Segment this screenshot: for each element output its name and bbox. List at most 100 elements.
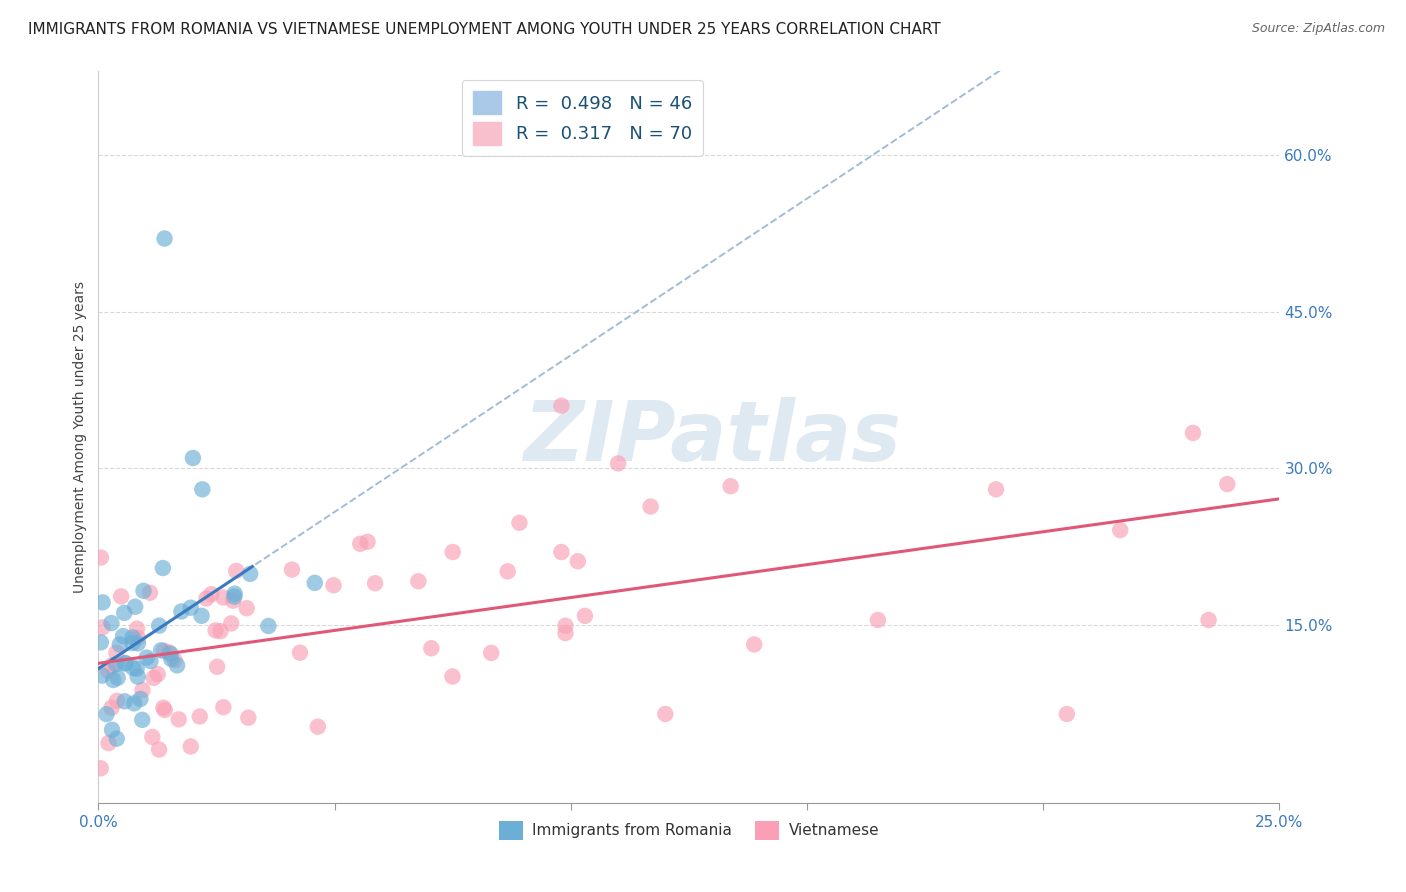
Point — [204, 624, 226, 638]
Point — [91, 668, 114, 682]
Point — [209, 624, 232, 639]
Point — [1109, 523, 1132, 537]
Point — [1216, 477, 1239, 491]
Point — [554, 626, 576, 640]
Point — [110, 590, 132, 604]
Point — [114, 656, 136, 670]
Point — [191, 483, 214, 497]
Point — [127, 670, 149, 684]
Text: IMMIGRANTS FROM ROMANIA VS VIETNAMESE UNEMPLOYMENT AMONG YOUTH UNDER 25 YEARS CO: IMMIGRANTS FROM ROMANIA VS VIETNAMESE UN… — [28, 22, 941, 37]
Point — [188, 709, 211, 723]
Point — [408, 574, 430, 589]
Point — [307, 720, 329, 734]
Point — [152, 700, 174, 714]
Point — [112, 606, 135, 620]
Point — [91, 620, 114, 634]
Point — [281, 563, 304, 577]
Point — [105, 731, 128, 746]
Point — [441, 545, 464, 559]
Point — [479, 646, 502, 660]
Point — [139, 654, 162, 668]
Point — [349, 537, 371, 551]
Point — [180, 739, 202, 754]
Point — [224, 590, 246, 604]
Point — [141, 730, 163, 744]
Point — [105, 694, 128, 708]
Point — [205, 659, 228, 673]
Point — [105, 657, 128, 672]
Point — [122, 696, 145, 710]
Point — [235, 601, 257, 615]
Point — [127, 631, 149, 645]
Point — [127, 636, 149, 650]
Point — [157, 645, 180, 659]
Point — [1056, 706, 1078, 721]
Point — [90, 550, 112, 565]
Point — [121, 636, 143, 650]
Point — [96, 707, 118, 722]
Point — [225, 564, 247, 578]
Point — [153, 644, 176, 658]
Point — [574, 608, 596, 623]
Point — [1198, 613, 1220, 627]
Point — [567, 554, 589, 568]
Point — [124, 599, 146, 614]
Point — [125, 622, 148, 636]
Point — [170, 605, 193, 619]
Point — [107, 671, 129, 685]
Point — [122, 661, 145, 675]
Point — [142, 671, 165, 685]
Point — [224, 587, 246, 601]
Point — [121, 631, 143, 645]
Point — [100, 700, 122, 714]
Point — [90, 635, 112, 649]
Point — [554, 618, 576, 632]
Point — [163, 653, 186, 667]
Point — [129, 692, 152, 706]
Point — [257, 619, 280, 633]
Point — [150, 643, 173, 657]
Point — [103, 673, 125, 687]
Point — [607, 457, 630, 471]
Point — [180, 600, 202, 615]
Point — [866, 613, 889, 627]
Point — [167, 712, 190, 726]
Point — [100, 615, 122, 630]
Point — [132, 583, 155, 598]
Point — [1181, 425, 1204, 440]
Point — [364, 576, 387, 591]
Text: ZIPatlas: ZIPatlas — [523, 397, 901, 477]
Point — [238, 711, 260, 725]
Point — [190, 608, 212, 623]
Point — [322, 578, 344, 592]
Point — [304, 575, 326, 590]
Point — [153, 231, 176, 245]
Point — [108, 637, 131, 651]
Point — [131, 713, 153, 727]
Point — [356, 534, 378, 549]
Point — [742, 638, 765, 652]
Point — [90, 761, 112, 775]
Point — [91, 595, 114, 609]
Text: Source: ZipAtlas.com: Source: ZipAtlas.com — [1251, 22, 1385, 36]
Point — [100, 658, 122, 673]
Point — [131, 683, 153, 698]
Point — [239, 566, 262, 581]
Point — [181, 450, 204, 465]
Point — [508, 516, 530, 530]
Point — [114, 657, 136, 671]
Point — [146, 667, 169, 681]
Point — [212, 591, 235, 605]
Point — [550, 399, 572, 413]
Point — [159, 647, 181, 661]
Point — [222, 593, 245, 607]
Point — [101, 723, 124, 737]
Point — [720, 479, 742, 493]
Legend: Immigrants from Romania, Vietnamese: Immigrants from Romania, Vietnamese — [492, 814, 886, 847]
Point — [160, 652, 183, 666]
Point — [152, 561, 174, 575]
Point — [112, 629, 135, 643]
Point — [135, 650, 157, 665]
Point — [550, 545, 572, 559]
Y-axis label: Unemployment Among Youth under 25 years: Unemployment Among Youth under 25 years — [73, 281, 87, 593]
